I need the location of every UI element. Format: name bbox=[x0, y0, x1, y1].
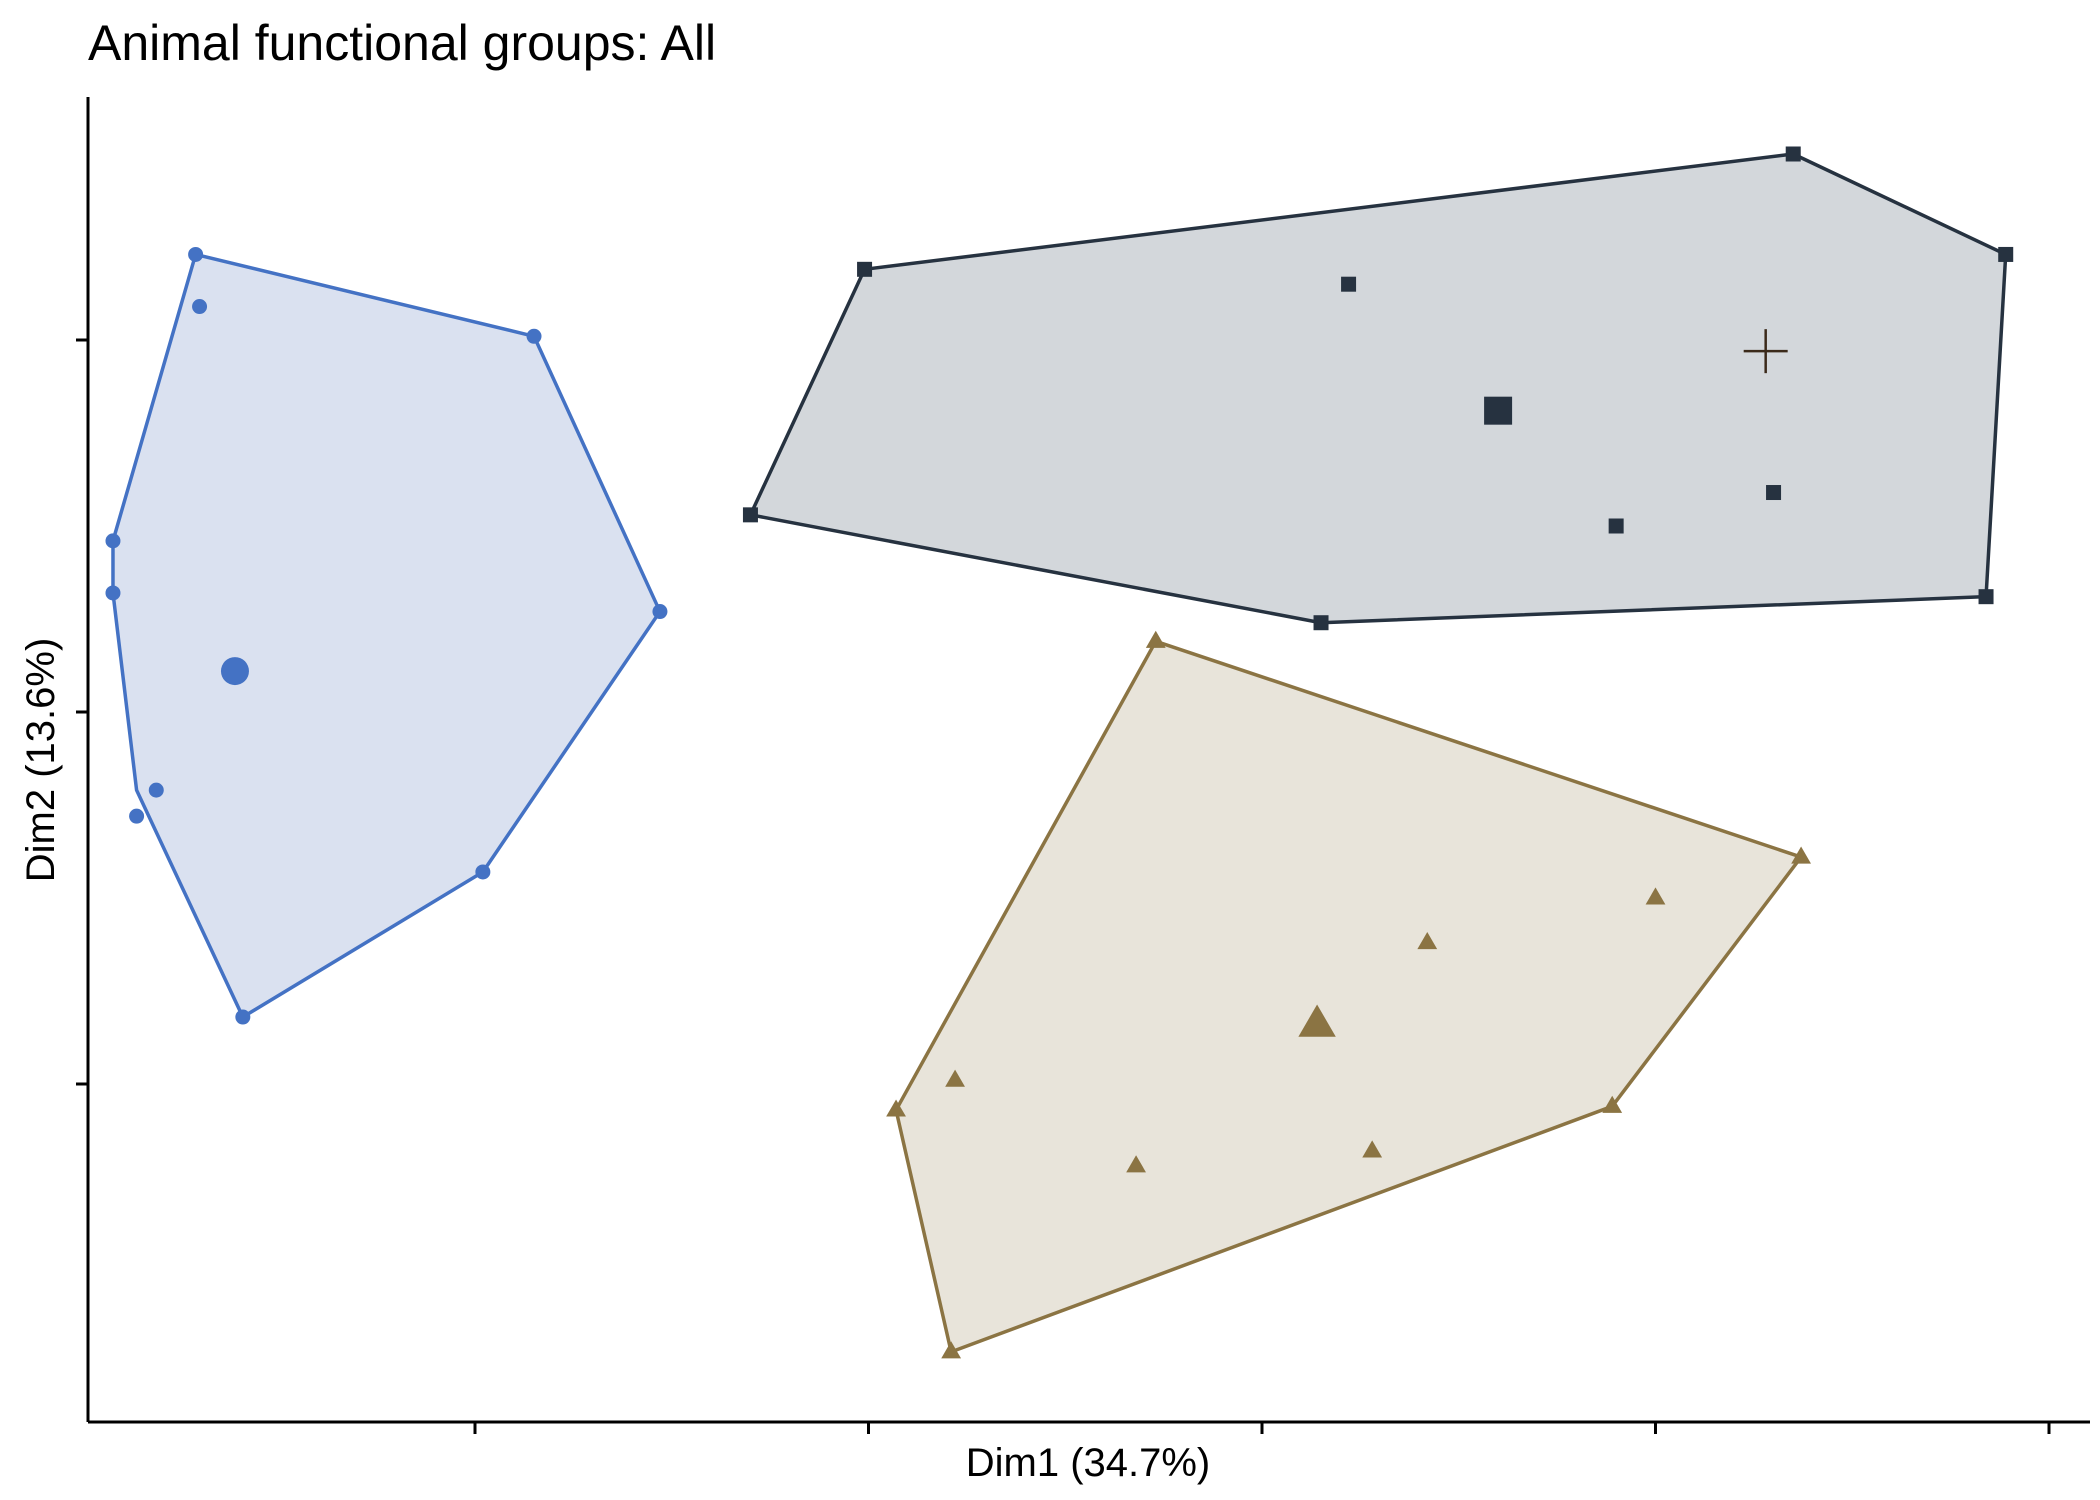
axes-layer bbox=[86, 97, 2090, 1424]
point-group-3-8 bbox=[1362, 1140, 1383, 1158]
point-group-2-2 bbox=[1785, 146, 1801, 162]
point-group-1-2 bbox=[192, 299, 208, 315]
centroid-group-1 bbox=[220, 657, 249, 686]
point-group-1-5 bbox=[475, 864, 491, 880]
point-group-2-5 bbox=[1313, 615, 1329, 631]
point-group-1-6 bbox=[235, 1009, 251, 1025]
x-axis-label: Dim1 (34.7%) bbox=[966, 1441, 1211, 1485]
plus-marker-1 bbox=[1743, 329, 1788, 374]
point-group-2-7 bbox=[1341, 276, 1357, 292]
point-group-1-8 bbox=[129, 808, 145, 824]
point-group-3-10 bbox=[1645, 887, 1666, 905]
hull-group-2 bbox=[748, 152, 2008, 625]
point-group-3-1 bbox=[1145, 630, 1166, 648]
point-group-3-5 bbox=[886, 1099, 906, 1117]
points-layer bbox=[105, 146, 2014, 1359]
point-group-1-3 bbox=[526, 328, 542, 344]
point-group-2-6 bbox=[742, 507, 758, 523]
centroid-group-3 bbox=[1298, 1004, 1336, 1037]
point-group-2-4 bbox=[1978, 589, 1994, 605]
ticks-layer bbox=[76, 338, 2051, 1434]
point-group-1-7 bbox=[148, 782, 164, 798]
annotations-layer bbox=[1743, 329, 1788, 374]
hull-group-3 bbox=[894, 639, 1803, 1354]
point-group-3-9 bbox=[1417, 932, 1438, 950]
centroid-group-2 bbox=[1484, 396, 1513, 425]
point-group-3-4 bbox=[941, 1341, 962, 1359]
point-group-1-1 bbox=[188, 246, 204, 262]
point-group-2-1 bbox=[857, 261, 873, 277]
point-group-3-3 bbox=[1602, 1095, 1623, 1113]
hull-group-1 bbox=[111, 252, 662, 1019]
point-group-3-7 bbox=[1126, 1155, 1146, 1173]
point-group-3-6 bbox=[945, 1069, 965, 1087]
point-group-1-10 bbox=[105, 533, 121, 549]
point-group-2-3 bbox=[1998, 246, 2014, 262]
point-group-3-2 bbox=[1791, 846, 1811, 864]
hulls-layer bbox=[111, 152, 2008, 1354]
point-group-2-8 bbox=[1608, 518, 1624, 534]
point-group-2-9 bbox=[1766, 485, 1782, 501]
chart-title: Animal functional groups: All bbox=[88, 15, 716, 71]
y-axis-label: Dim2 (13.6%) bbox=[19, 638, 63, 883]
point-group-1-9 bbox=[105, 585, 121, 601]
point-group-1-4 bbox=[652, 604, 668, 620]
